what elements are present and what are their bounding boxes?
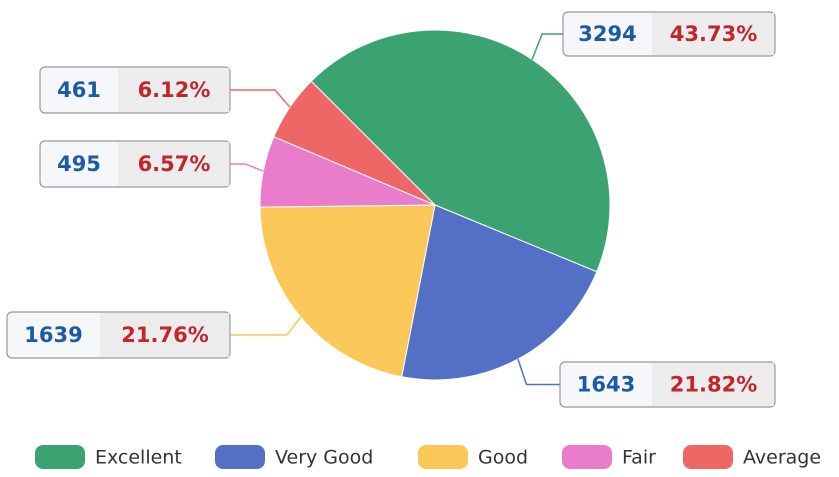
percent-label: 21.82% [670,373,757,397]
legend-label: Good [478,447,528,469]
leader-line [230,89,291,108]
value-label: 1643 [577,373,635,397]
pie-slice [259,204,436,378]
label-percent-bg [100,313,229,357]
legend-swatch [215,445,265,469]
percent-label: 6.12% [138,78,211,102]
legend-swatch [562,445,612,469]
value-label: 1639 [24,323,82,347]
value-label: 461 [57,78,101,102]
value-label: 3294 [578,22,636,46]
label-percent-bg [652,13,774,55]
legend-label: Excellent [95,447,182,469]
label-percent-bg [118,68,229,112]
percent-label: 43.73% [670,22,757,46]
label-percent-bg [118,142,229,186]
leader-line [531,33,563,60]
leader-line [230,316,302,336]
legend-label: Average [743,447,821,469]
pie-slice [401,204,598,381]
value-label: 495 [57,152,101,176]
percent-label: 6.57% [138,152,211,176]
percent-label: 21.76% [121,323,208,347]
legend-swatch [683,445,733,469]
leader-line [517,358,560,386]
label-percent-bg [652,363,774,406]
pie-slice [273,80,436,206]
legend-label: Fair [622,447,656,469]
legend-swatch [418,445,468,469]
legend-swatch [35,445,85,469]
leader-line [230,163,264,172]
legend-label: Very Good [275,447,373,469]
